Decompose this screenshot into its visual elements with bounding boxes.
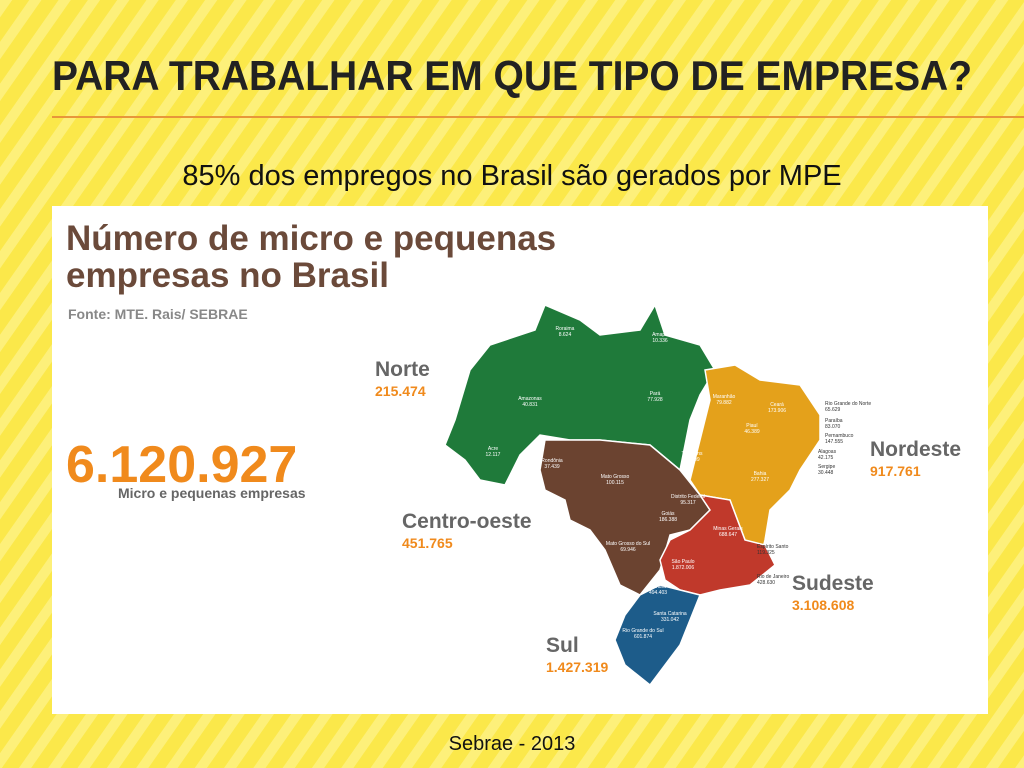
state-name: Tocantins	[681, 451, 703, 457]
state-name: Santa Catarina	[653, 611, 687, 617]
state-name: Acre	[488, 446, 499, 452]
state-name: Minas Gerais	[713, 526, 743, 532]
infographic-panel	[52, 206, 988, 714]
state-name: Rio Grande do Sul	[622, 628, 663, 634]
state-name: Maranhão	[713, 394, 736, 400]
state-value: 331.042	[661, 617, 679, 623]
state-value: 119.325	[757, 550, 775, 556]
state-value: 186.388	[659, 517, 677, 523]
state-value: 100.115	[606, 480, 624, 486]
state-name: Mato Grosso	[601, 474, 630, 480]
infographic-title: empresas no Brasil	[66, 256, 389, 295]
region-name: Centro-oeste	[402, 510, 532, 533]
state-name: Goiás	[661, 511, 675, 517]
state-value: 10.336	[652, 338, 668, 344]
region-centro-oeste	[539, 439, 711, 596]
state-value: 428.630	[757, 580, 775, 586]
state-name: Rondônia	[541, 458, 563, 464]
state-value: 79.882	[716, 400, 732, 406]
state-value: 173.906	[768, 408, 786, 414]
state-name: Amazonas	[518, 396, 542, 402]
state-name: Mato Grosso do Sul	[606, 541, 650, 547]
state-value: 28.199	[684, 457, 700, 463]
region-nordeste	[689, 364, 821, 562]
source: Fonte: MTE. Rais/ SEBRAE	[68, 306, 248, 322]
region-name: Norte	[375, 358, 430, 381]
state-name: Sergipe	[818, 464, 835, 470]
state-value: 69.946	[620, 547, 636, 553]
region-sul	[614, 584, 702, 687]
state-value: 1.872.006	[672, 565, 694, 571]
region-value: 1.427.319	[546, 659, 608, 675]
slide-title: PARA TRABALHAR EM QUE TIPO DE EMPRESA?	[52, 52, 972, 99]
state-name: Ceará	[770, 402, 784, 408]
state-name: Amapá	[652, 332, 668, 338]
state-value: 30.448	[818, 470, 834, 476]
region-labels: Norte 215.474 Nordeste 917.761 Centro-oeste 4…	[375, 358, 961, 675]
state-value: 494.403	[649, 590, 667, 596]
state-value: 37.439	[544, 464, 560, 470]
state-value: 65.629	[825, 407, 841, 413]
state-value: 12.117	[486, 452, 501, 458]
state-value: 83.070	[825, 424, 841, 430]
state-value: 77.928	[647, 397, 663, 403]
state-value: 40.831	[522, 402, 538, 408]
state-name: Piauí	[746, 423, 758, 429]
region-value: 3.108.608	[792, 597, 854, 613]
state-name: Roraima	[556, 326, 575, 332]
region-name: Nordeste	[870, 438, 961, 461]
state-value: 147.555	[825, 439, 843, 445]
state-name: São Paulo	[671, 559, 694, 565]
footer: Sebrae - 2013	[449, 733, 576, 755]
state-name: Distrito Federal	[671, 494, 705, 500]
slide-subtitle: 85% dos empregos no Brasil são gerados p…	[182, 160, 841, 192]
region-value: 451.765	[402, 535, 453, 551]
infographic-title: Número de micro e pequenas	[66, 219, 556, 258]
state-name: Paraíba	[825, 418, 843, 424]
region-value: 215.474	[375, 383, 426, 399]
region-name: Sudeste	[792, 572, 874, 595]
state-name: Pará	[650, 391, 661, 397]
state-value: 8.624	[559, 332, 572, 338]
state-value: 42.175	[818, 455, 834, 461]
state-value: 95.317	[680, 500, 696, 506]
total-label: Micro e pequenas empresas	[118, 485, 306, 501]
map	[444, 303, 821, 687]
region-norte	[444, 303, 716, 486]
state-value: 688.647	[719, 532, 737, 538]
state-name: Paraná	[650, 584, 666, 590]
state-name: Bahia	[754, 471, 767, 477]
state-name: Alagoas	[818, 449, 837, 455]
state-name: Pernambuco	[825, 433, 854, 439]
state-value: 277.327	[751, 477, 769, 483]
state-name: Rio de Janeiro	[757, 574, 789, 580]
region-name: Sul	[546, 634, 579, 657]
state-value: 46.389	[744, 429, 760, 435]
state-name: Rio Grande do Norte	[825, 401, 871, 407]
total: 6.120.927	[66, 436, 297, 494]
region-value: 917.761	[870, 463, 921, 479]
state-value: 601.874	[634, 634, 652, 640]
state-name: Espírito Santo	[757, 544, 789, 550]
